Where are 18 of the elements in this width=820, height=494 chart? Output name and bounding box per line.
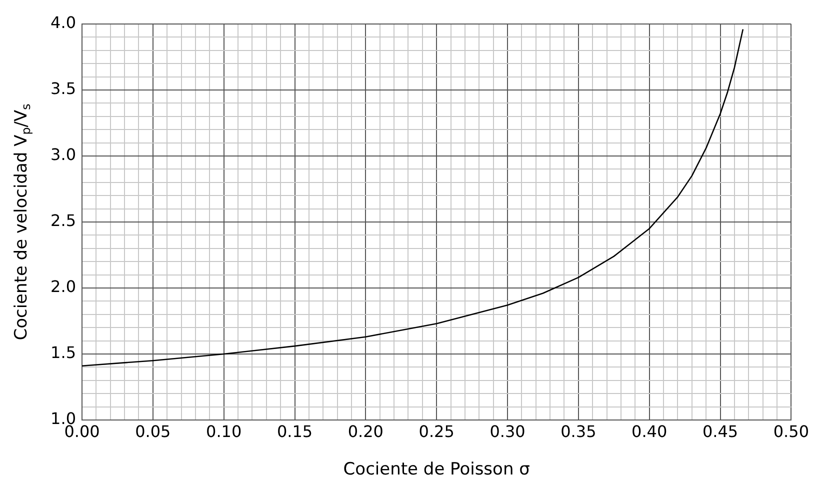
- y-axis-title: Cociente de velocidad Vp/Vs: [11, 104, 34, 340]
- y-tick-label: 2.0: [50, 277, 76, 296]
- y-tick-label: 3.5: [50, 79, 76, 98]
- x-tick-label: 0.05: [135, 422, 171, 441]
- x-tick-label: 0.20: [348, 422, 384, 441]
- x-tick-label: 0.45: [702, 422, 738, 441]
- y-tick-label: 1.5: [50, 343, 76, 362]
- x-tick-label: 0.15: [276, 422, 313, 441]
- x-tick-label: 0.40: [632, 422, 668, 441]
- x-tick-label: 0.25: [418, 422, 454, 441]
- x-tick-label: 0.50: [773, 422, 809, 441]
- y-tick-label: 3.0: [50, 145, 76, 164]
- x-tick-label: 0.30: [490, 422, 526, 441]
- x-tick-label: 0.35: [560, 422, 596, 441]
- x-axis-title: Cociente de Poisson σ: [343, 459, 530, 480]
- y-tick-label: 4.0: [50, 13, 76, 32]
- y-tick-label: 2.5: [50, 211, 76, 230]
- x-tick-label: 0.10: [206, 422, 242, 441]
